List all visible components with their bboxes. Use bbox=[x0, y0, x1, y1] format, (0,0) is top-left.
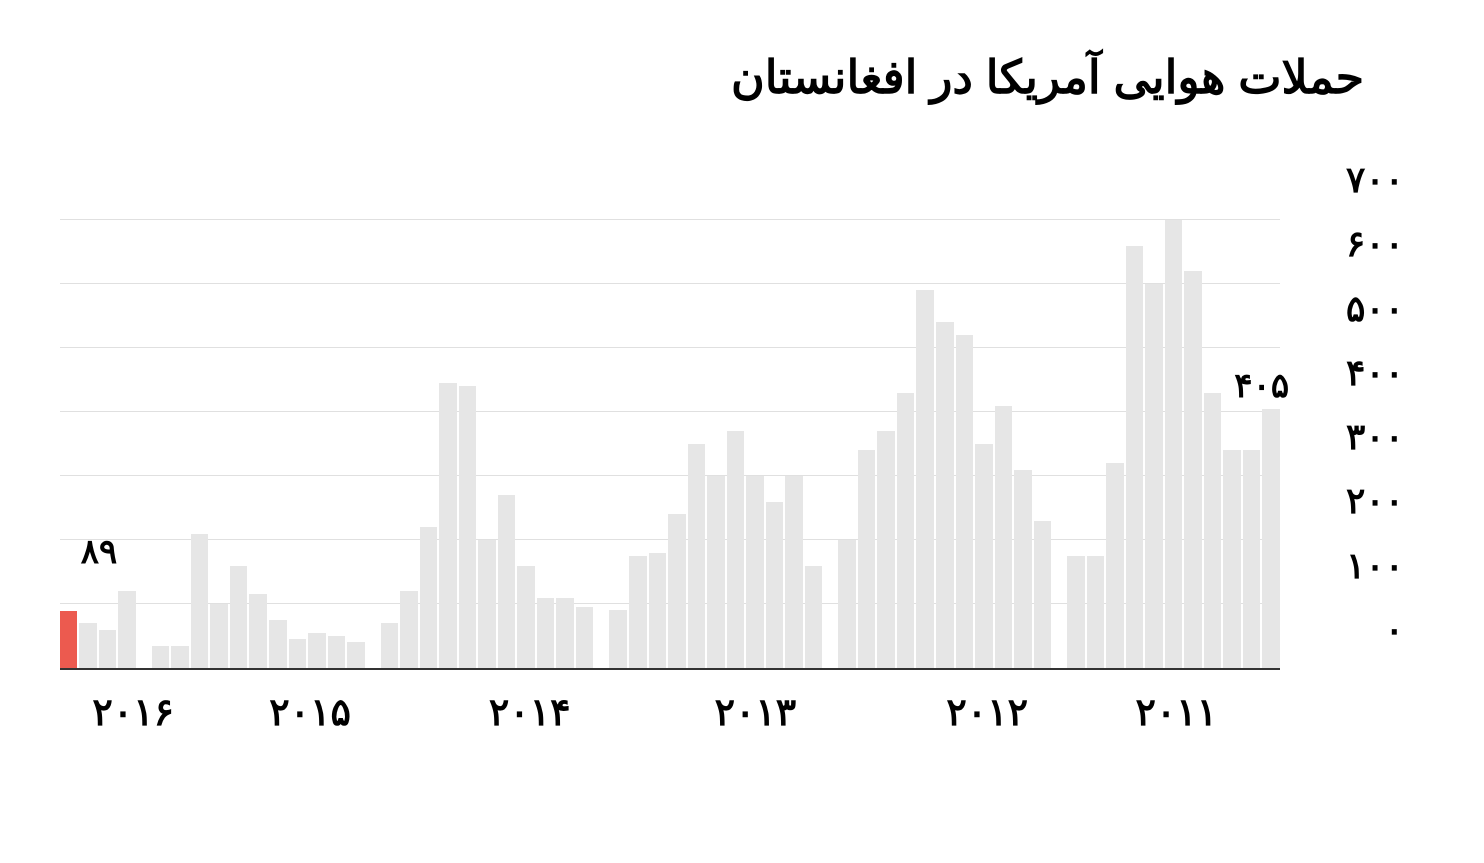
data-bar bbox=[1165, 220, 1183, 668]
data-bar bbox=[1034, 521, 1052, 668]
data-bar bbox=[478, 540, 496, 668]
chart-title: حملات هوایی آمریکا در افغانستان bbox=[731, 50, 1364, 104]
data-bar bbox=[609, 610, 627, 668]
data-bar bbox=[688, 444, 706, 668]
data-bar bbox=[1243, 450, 1261, 668]
y-tick-label: ۱۰۰ bbox=[1346, 545, 1404, 587]
data-bar bbox=[1106, 463, 1124, 668]
data-bar bbox=[459, 386, 477, 668]
x-tick-label: ۲۰۱۱ bbox=[1135, 690, 1217, 735]
data-bar bbox=[269, 620, 287, 668]
data-bar bbox=[858, 450, 876, 668]
data-bar bbox=[210, 604, 228, 668]
value-annotation: ۸۹ bbox=[81, 532, 118, 572]
data-bar bbox=[1184, 271, 1202, 668]
data-bar bbox=[1262, 409, 1280, 668]
y-tick-label: ۶۰۰ bbox=[1346, 223, 1404, 265]
data-bar bbox=[746, 476, 764, 668]
y-tick-label: ۲۰۰ bbox=[1346, 480, 1404, 522]
value-annotation: ۴۰۵ bbox=[1234, 366, 1289, 406]
data-bar bbox=[118, 591, 136, 668]
data-bar bbox=[556, 598, 574, 668]
data-bar bbox=[1014, 470, 1032, 668]
data-bar bbox=[347, 642, 365, 668]
data-bar bbox=[517, 566, 535, 668]
y-axis: ۰۱۰۰۲۰۰۳۰۰۴۰۰۵۰۰۶۰۰۷۰۰ bbox=[1284, 220, 1404, 670]
data-bar bbox=[498, 495, 516, 668]
data-bar bbox=[191, 534, 209, 668]
data-bar bbox=[1204, 393, 1222, 668]
data-bar bbox=[629, 556, 647, 668]
data-bar bbox=[838, 540, 856, 668]
x-tick-label: ۲۰۱۴ bbox=[489, 690, 571, 735]
data-bar bbox=[171, 646, 189, 668]
data-bar bbox=[99, 630, 117, 668]
data-bar bbox=[897, 393, 915, 668]
data-bar bbox=[785, 476, 803, 668]
bars-container bbox=[60, 220, 1280, 668]
data-bar bbox=[995, 406, 1013, 668]
data-bar bbox=[381, 623, 399, 668]
data-bar bbox=[328, 636, 346, 668]
plot-area: ۴۰۵۸۹ bbox=[60, 220, 1280, 670]
y-tick-label: ۷۰۰ bbox=[1346, 159, 1404, 201]
data-bar bbox=[1067, 556, 1085, 668]
data-bar bbox=[936, 322, 954, 668]
data-bar bbox=[152, 646, 170, 668]
data-bar bbox=[230, 566, 248, 668]
data-bar bbox=[956, 335, 974, 668]
y-tick-label: ۵۰۰ bbox=[1346, 288, 1404, 330]
data-bar bbox=[249, 594, 267, 668]
y-tick-label: ۳۰۰ bbox=[1346, 416, 1404, 458]
data-bar bbox=[537, 598, 555, 668]
x-tick-label: ۲۰۱۶ bbox=[92, 690, 174, 735]
data-bar bbox=[916, 290, 934, 668]
data-bar bbox=[1145, 284, 1163, 668]
data-bar bbox=[60, 611, 78, 668]
data-bar bbox=[576, 607, 594, 668]
x-tick-label: ۲۰۱۵ bbox=[269, 690, 351, 735]
data-bar bbox=[877, 431, 895, 668]
data-bar bbox=[727, 431, 745, 668]
data-bar bbox=[707, 476, 725, 668]
data-bar bbox=[439, 383, 457, 668]
data-bar bbox=[766, 502, 784, 668]
data-bar bbox=[1087, 556, 1105, 668]
chart-container: حملات هوایی آمریکا در افغانستان ۴۰۵۸۹ ۰۱… bbox=[0, 0, 1484, 863]
x-axis: ۲۰۱۱ ۲۰۱۲ ۲۰۱۳ ۲۰۱۴ ۲۰۱۵ ۲۰۱۶ bbox=[60, 690, 1280, 750]
data-bar bbox=[79, 623, 97, 668]
data-bar bbox=[649, 553, 667, 668]
data-bar bbox=[308, 633, 326, 668]
data-bar bbox=[975, 444, 993, 668]
x-tick-label: ۲۰۱۳ bbox=[715, 690, 797, 735]
data-bar bbox=[805, 566, 823, 668]
data-bar bbox=[400, 591, 418, 668]
data-bar bbox=[1223, 450, 1241, 668]
data-bar bbox=[420, 527, 438, 668]
data-bar bbox=[289, 639, 307, 668]
data-bar bbox=[1126, 246, 1144, 668]
x-tick-label: ۲۰۱۲ bbox=[946, 690, 1028, 735]
y-tick-label: ۰ bbox=[1385, 609, 1404, 651]
y-tick-label: ۴۰۰ bbox=[1346, 352, 1404, 394]
data-bar bbox=[668, 514, 686, 668]
